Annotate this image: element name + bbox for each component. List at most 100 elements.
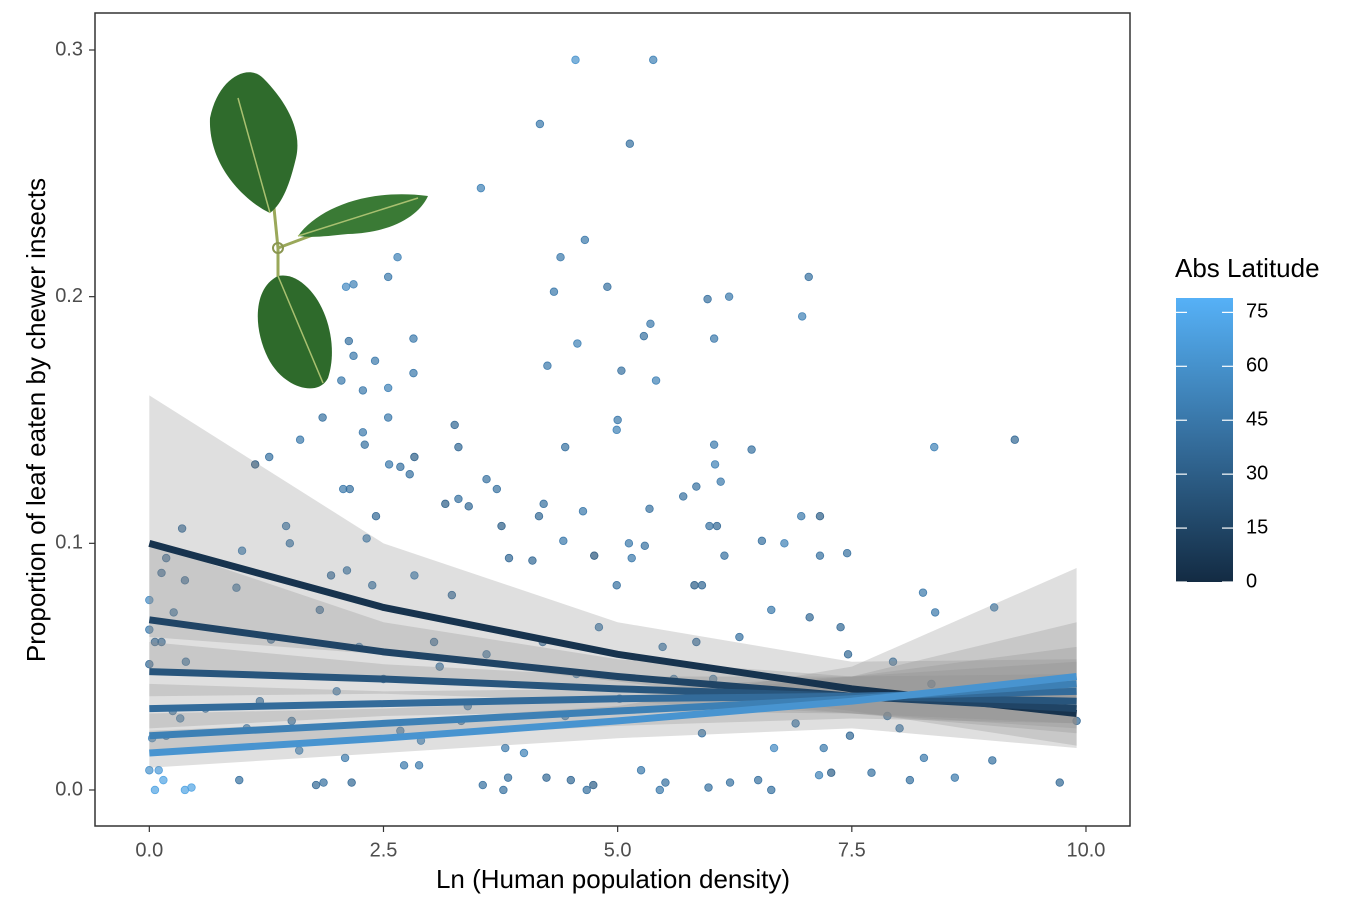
data-point (347, 778, 356, 787)
data-point (358, 428, 368, 437)
data-point (396, 462, 405, 472)
data-point (414, 761, 424, 770)
data-point (345, 484, 354, 494)
data-point (145, 659, 154, 669)
data-point (504, 553, 514, 563)
data-point (311, 780, 321, 790)
data-point (658, 642, 667, 652)
data-point (154, 766, 163, 775)
data-point (814, 770, 824, 780)
data-point (566, 775, 576, 785)
data-point (988, 756, 997, 765)
data-point (930, 608, 940, 617)
y-axis-title: Proportion of leaf eaten by chewer insec… (21, 178, 51, 662)
data-point (625, 139, 635, 148)
data-point (405, 470, 414, 479)
y-tick-label: 0.0 (55, 778, 83, 800)
data-point (867, 768, 876, 777)
data-point (319, 778, 328, 787)
data-point (501, 743, 510, 753)
data-point (492, 484, 502, 494)
data-point (573, 339, 582, 348)
data-point (582, 785, 591, 795)
data-point (704, 783, 713, 792)
data-point (393, 252, 402, 262)
data-point (590, 551, 599, 560)
data-point (845, 731, 855, 740)
data-point (780, 539, 789, 548)
leaf-illustration (209, 72, 428, 389)
data-point (791, 719, 800, 728)
x-tick-label: 0.0 (135, 839, 163, 861)
data-point (499, 785, 508, 795)
data-point (549, 287, 559, 296)
colorbar-tick-label: 60 (1246, 355, 1268, 377)
data-point (528, 556, 537, 565)
legend-title: Abs Latitude (1175, 253, 1320, 283)
data-point (318, 413, 327, 422)
data-point (342, 566, 352, 575)
data-point (580, 235, 590, 245)
data-point (661, 778, 670, 787)
data-point (843, 650, 853, 659)
data-point (797, 511, 806, 521)
confidence-ribbon (149, 646, 1077, 729)
data-point (169, 608, 178, 617)
data-point (250, 460, 260, 469)
y-tick-label: 0.1 (55, 532, 83, 554)
data-point (797, 312, 807, 321)
x-tick-label: 10.0 (1067, 839, 1106, 861)
data-point (441, 499, 450, 509)
data-point (409, 368, 418, 378)
data-point (720, 551, 729, 560)
data-point (370, 356, 380, 365)
data-point (360, 440, 369, 449)
colorbar-tick-label: 0 (1246, 570, 1257, 592)
data-point (349, 351, 358, 361)
data-point (145, 625, 154, 634)
y-tick-label: 0.2 (55, 285, 83, 307)
x-tick-label: 5.0 (604, 839, 632, 861)
data-point (697, 729, 707, 738)
data-point (358, 386, 368, 395)
data-point (535, 119, 545, 129)
colorbar-tick-label: 15 (1246, 516, 1268, 538)
data-point (362, 534, 371, 543)
data-point (649, 55, 658, 65)
data-point (157, 637, 166, 647)
data-point (919, 753, 929, 763)
data-point (187, 783, 196, 792)
data-point (888, 657, 898, 666)
data-point (383, 413, 393, 422)
data-point (709, 440, 719, 449)
data-point (819, 743, 828, 753)
data-point (410, 452, 419, 462)
data-point (895, 724, 904, 733)
x-tick-label: 2.5 (370, 839, 398, 861)
data-point (145, 595, 154, 605)
data-point (703, 294, 712, 304)
data-point (716, 477, 725, 486)
data-point (712, 521, 722, 531)
data-point (612, 581, 621, 590)
data-point (497, 521, 506, 531)
data-point (927, 679, 936, 689)
data-point (651, 376, 661, 385)
data-point (177, 524, 187, 533)
data-point (705, 521, 714, 531)
data-point (454, 494, 463, 504)
colorbar-tick-label: 45 (1246, 409, 1268, 431)
data-point (950, 773, 960, 782)
data-point (636, 766, 646, 775)
data-point (679, 492, 688, 501)
data-point (265, 452, 274, 462)
data-point (232, 583, 241, 592)
data-point (645, 504, 654, 513)
data-point (454, 442, 463, 452)
data-point (503, 773, 513, 782)
data-point (905, 775, 915, 785)
data-point (349, 280, 358, 289)
data-point (560, 442, 570, 452)
data-point (482, 474, 491, 484)
data-point (836, 622, 845, 632)
